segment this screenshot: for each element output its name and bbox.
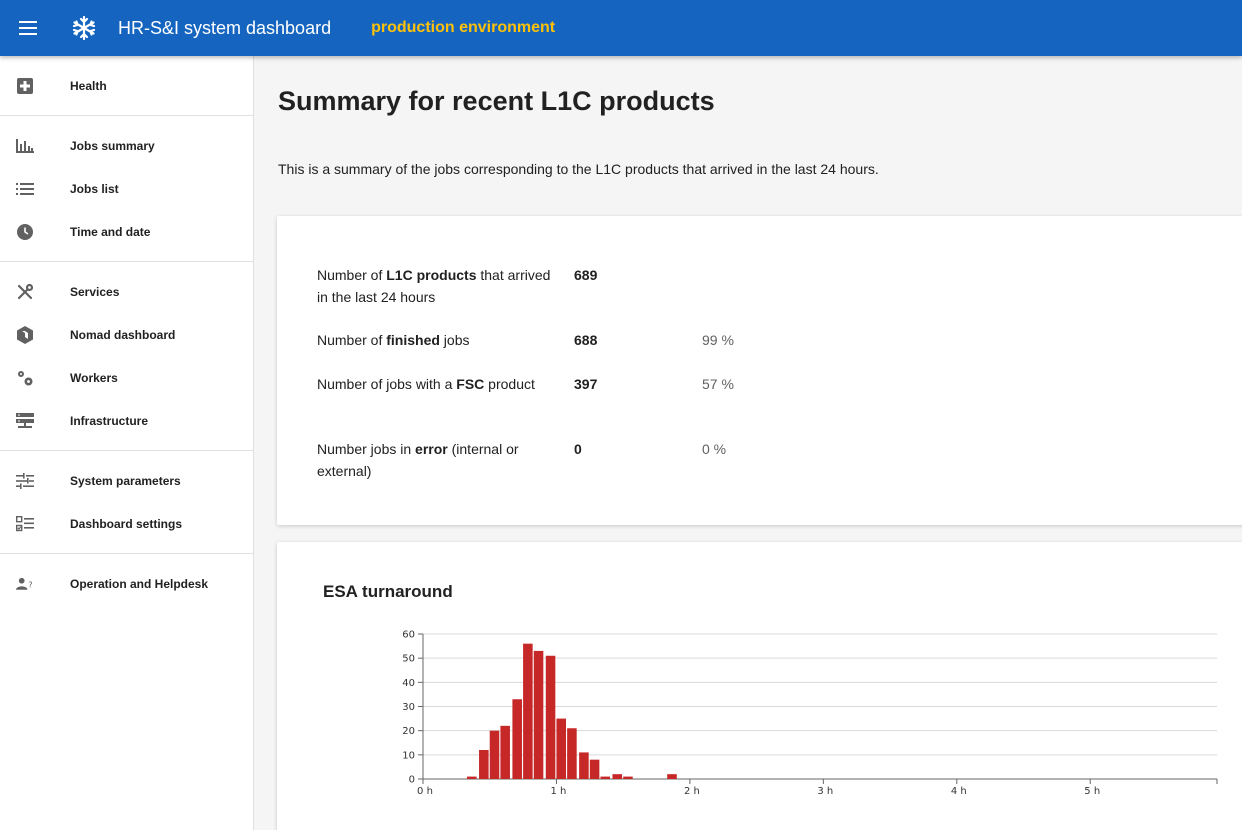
stat-label: Number of L1C products that arrived in t… [317,267,551,305]
sidebar-item-services[interactable]: Services [0,270,253,313]
person-help-icon: ? [16,575,34,593]
sidebar-item-label: Nomad dashboard [70,327,176,342]
sidebar-item-label: Dashboard settings [70,516,183,531]
server-icon [16,412,34,430]
histogram-bar [667,774,677,779]
health-plus-icon [16,77,34,95]
histogram-bar [523,643,533,779]
stat-percent: 99 % [702,332,734,348]
x-tick-label: 4 h [951,786,967,797]
sidebar-item-label: Jobs summary [70,138,155,153]
svg-text:?: ? [28,579,32,589]
page-title: Summary for recent L1C products [278,86,715,116]
tools-icon [16,283,34,301]
stat-value: 688 [574,332,598,348]
sidebar-item-label: Operation and Helpdesk [70,576,209,591]
sidebar-item-jobs-summary[interactable]: Jobs summary [0,124,253,167]
histogram-bar [489,730,500,779]
clock-icon [16,223,34,241]
y-tick-label: 10 [402,750,415,761]
sidebar-item-operation-and-helpdesk[interactable]: ? Operation and Helpdesk [0,562,253,605]
sidebar-item-workers[interactable]: Workers [0,356,253,399]
histogram-bar [545,655,556,779]
y-tick-label: 50 [402,654,415,665]
x-tick-label: 0 h [417,786,433,797]
page-description: This is a summary of the jobs correspond… [278,161,879,177]
sidebar-item-nomad-dashboard[interactable]: Nomad dashboard [0,313,253,356]
histogram-bar [567,728,577,779]
stat-label: Number jobs in error (internal or extern… [317,441,519,479]
histogram-bar [589,759,600,779]
chart-title: ESA turnaround [323,582,453,601]
stat-value: 689 [574,267,598,283]
y-tick-label: 20 [402,726,415,737]
nav-group-health: Health [0,56,253,116]
y-tick-label: 30 [402,702,415,713]
sidebar-item-jobs-list[interactable]: Jobs list [0,167,253,210]
sidebar-item-label: Jobs list [70,181,119,196]
nav-group-services: Services Nomad dashboard Workers Infrast… [0,262,253,451]
stat-value: 0 [574,441,582,457]
stat-label: Number of finished jobs [317,332,470,348]
app-title: HR-S&I system dashboard [118,17,332,38]
sidebar-item-label: Infrastructure [70,413,149,428]
sidebar-item-time-and-date[interactable]: Time and date [0,210,253,253]
x-tick-label: 2 h [684,786,700,797]
hamburger-menu-icon[interactable] [8,8,48,48]
sidebar-item-system-parameters[interactable]: System parameters [0,459,253,502]
y-tick-label: 60 [402,630,415,641]
sidebar-item-health[interactable]: Health [0,64,253,107]
snowflake-logo-icon [64,8,104,48]
sliders-icon [16,472,34,490]
sidebar-item-label: Time and date [70,224,151,239]
y-tick-label: 40 [402,678,415,689]
top-app-bar: HR-S&I system dashboard production envir… [0,0,1242,56]
environment-badge: production environment [371,19,556,36]
stat-value: 397 [574,376,598,392]
histogram-bar [612,774,623,779]
x-tick-label: 3 h [817,786,833,797]
histogram-bar [579,752,589,779]
main-content: Summary for recent L1C products This is … [254,56,1242,830]
x-tick-label: 5 h [1084,786,1100,797]
nav-group-settings: System parameters Dashboard settings [0,451,253,554]
sidebar-item-label: Workers [70,370,118,385]
nav-group-helpdesk: ? Operation and Helpdesk [0,554,253,613]
sidebar-item-label: Services [70,284,120,299]
sidebar-nav: Health Jobs summary Jobs list Time and d… [0,56,254,830]
sidebar-item-infrastructure[interactable]: Infrastructure [0,399,253,442]
nav-group-jobs: Jobs summary Jobs list Time and date [0,116,253,262]
histogram-bar [556,718,567,779]
sidebar-item-label: Health [70,78,107,93]
histogram-bar [623,776,633,779]
esa-turnaround-card: ESA turnaround 0 10 20 30 40 50 60 0 h 1 h 2 h 3 h… [277,542,1242,830]
stat-label: Number of jobs with a FSC product [317,376,535,392]
list-icon [16,180,34,198]
gears-icon [16,369,34,387]
sidebar-item-dashboard-settings[interactable]: Dashboard settings [0,502,253,545]
sidebar-item-label: System parameters [70,473,181,488]
esa-turnaround-chart: 0 10 20 30 40 50 60 0 h 1 h 2 h 3 h 4 h 5 h [402,630,1218,797]
summary-card: Number of L1C products that arrived in t… [277,216,1242,525]
stat-percent: 0 % [702,441,727,457]
x-tick-label: 1 h [551,786,567,797]
stat-percent: 57 % [702,376,734,392]
histogram-bar [479,750,489,779]
bar-chart-icon [16,137,34,155]
checklist-icon [16,515,34,533]
nomad-icon [16,325,34,344]
histogram-bar [512,699,522,779]
histogram-bar [533,650,544,779]
histogram-bar [600,776,611,779]
histogram-bar [500,725,510,779]
histogram-bar [467,776,477,779]
y-tick-label: 0 [409,775,415,786]
